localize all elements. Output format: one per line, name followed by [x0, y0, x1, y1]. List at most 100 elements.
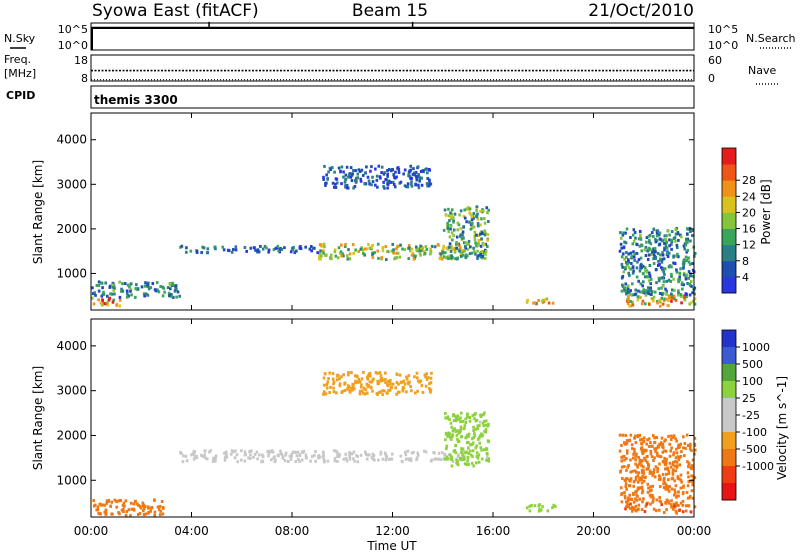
- data-cell: [639, 290, 642, 294]
- data-cell: [353, 459, 357, 463]
- data-cell: [390, 249, 394, 253]
- data-cell: [367, 179, 371, 183]
- data-cell: [656, 229, 660, 233]
- data-cell: [147, 287, 151, 291]
- data-cell: [686, 504, 690, 508]
- data-cell: [636, 480, 640, 484]
- data-cell: [426, 376, 430, 380]
- data-cell: [652, 507, 656, 511]
- data-cell: [354, 248, 357, 252]
- data-cell: [646, 460, 649, 464]
- data-cell: [458, 244, 461, 248]
- data-cell: [444, 416, 447, 420]
- colorbar-tick-label: 20: [742, 206, 756, 219]
- data-cell: [667, 501, 671, 505]
- data-cell: [95, 283, 99, 287]
- data-cell: [533, 504, 537, 508]
- nave-label: Nave: [748, 64, 776, 77]
- data-cell: [475, 454, 479, 458]
- data-cell: [547, 301, 551, 305]
- data-cell: [647, 246, 651, 250]
- data-cell: [624, 482, 628, 486]
- data-cell: [640, 468, 644, 472]
- data-cell: [689, 272, 693, 276]
- data-cell: [450, 458, 454, 462]
- data-cell: [631, 233, 635, 237]
- data-cell: [350, 386, 353, 390]
- data-cell: [681, 435, 685, 439]
- data-cell: [95, 508, 98, 512]
- data-cell: [625, 457, 628, 461]
- data-cell: [633, 447, 636, 451]
- data-cell: [539, 508, 543, 512]
- data-cell: [633, 251, 637, 255]
- data-cell: [366, 377, 370, 381]
- data-cell: [127, 294, 130, 298]
- data-cell: [678, 463, 682, 467]
- data-cell: [360, 168, 364, 172]
- data-cell: [171, 295, 175, 299]
- data-cell: [284, 453, 287, 457]
- data-cell: [448, 242, 452, 246]
- data-cell: [359, 453, 363, 457]
- data-cell: [324, 183, 327, 187]
- data-cell: [636, 260, 639, 264]
- time-tick-label: 12:00: [375, 524, 410, 538]
- data-cell: [625, 441, 629, 445]
- data-cell: [530, 504, 533, 508]
- data-cell: [631, 242, 635, 246]
- data-cell: [672, 493, 676, 497]
- data-cell: [279, 449, 282, 453]
- data-cell: [323, 459, 326, 463]
- data-cell: [446, 257, 450, 261]
- data-cell: [543, 298, 547, 302]
- data-cell: [323, 245, 326, 249]
- data-cell: [473, 417, 476, 421]
- data-cell: [674, 509, 678, 513]
- data-cell: [487, 220, 490, 224]
- data-cell: [675, 270, 679, 274]
- data-cell: [346, 186, 349, 190]
- data-cell: [133, 500, 137, 504]
- data-cell: [110, 500, 114, 504]
- data-cell: [640, 442, 643, 446]
- data-cell: [381, 378, 385, 382]
- data-cell: [655, 232, 659, 236]
- data-cell: [645, 240, 648, 244]
- data-cell: [381, 389, 385, 393]
- data-cell: [459, 234, 462, 238]
- freq-left-tick-bottom: 8: [81, 72, 88, 85]
- data-cell: [99, 512, 102, 516]
- data-cell: [620, 493, 623, 497]
- data-cell: [693, 436, 697, 440]
- data-cell: [144, 281, 147, 285]
- data-cell: [631, 507, 635, 511]
- data-cell: [339, 169, 342, 173]
- data-cell: [416, 247, 420, 251]
- data-cell: [634, 462, 637, 466]
- data-cell: [665, 279, 669, 283]
- data-cell: [629, 477, 633, 481]
- data-cell: [457, 417, 461, 421]
- data-cell: [413, 375, 416, 379]
- data-cell: [113, 292, 116, 296]
- data-cell: [469, 212, 472, 216]
- data-cell: [693, 302, 697, 306]
- data-cell: [413, 173, 417, 177]
- data-cell: [480, 457, 484, 461]
- data-cell: [625, 487, 628, 491]
- data-cell: [639, 256, 643, 260]
- data-cell: [142, 292, 146, 296]
- data-cell: [471, 455, 474, 459]
- data-cell: [620, 465, 624, 469]
- data-cell: [672, 277, 675, 281]
- data-cell: [121, 507, 125, 511]
- data-cell: [665, 485, 668, 489]
- data-cell: [483, 229, 487, 233]
- data-cell: [443, 452, 447, 456]
- data-cell: [129, 289, 132, 293]
- data-cell: [666, 466, 669, 470]
- data-cell: [464, 451, 467, 455]
- data-cell: [348, 390, 352, 394]
